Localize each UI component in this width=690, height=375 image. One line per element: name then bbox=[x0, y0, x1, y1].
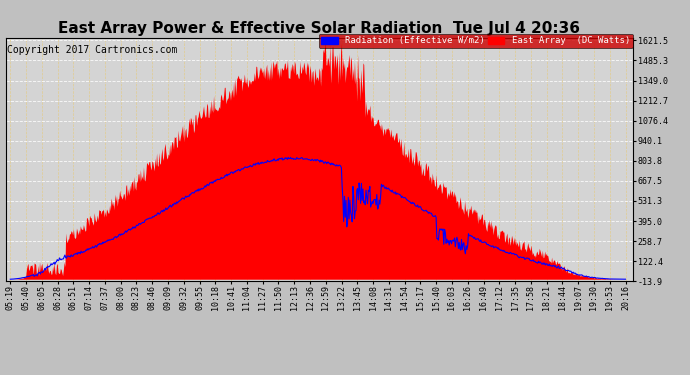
Legend: Radiation (Effective W/m2), East Array  (DC Watts): Radiation (Effective W/m2), East Array (… bbox=[319, 33, 633, 48]
Title: East Array Power & Effective Solar Radiation  Tue Jul 4 20:36: East Array Power & Effective Solar Radia… bbox=[59, 21, 580, 36]
Text: Copyright 2017 Cartronics.com: Copyright 2017 Cartronics.com bbox=[7, 45, 177, 55]
